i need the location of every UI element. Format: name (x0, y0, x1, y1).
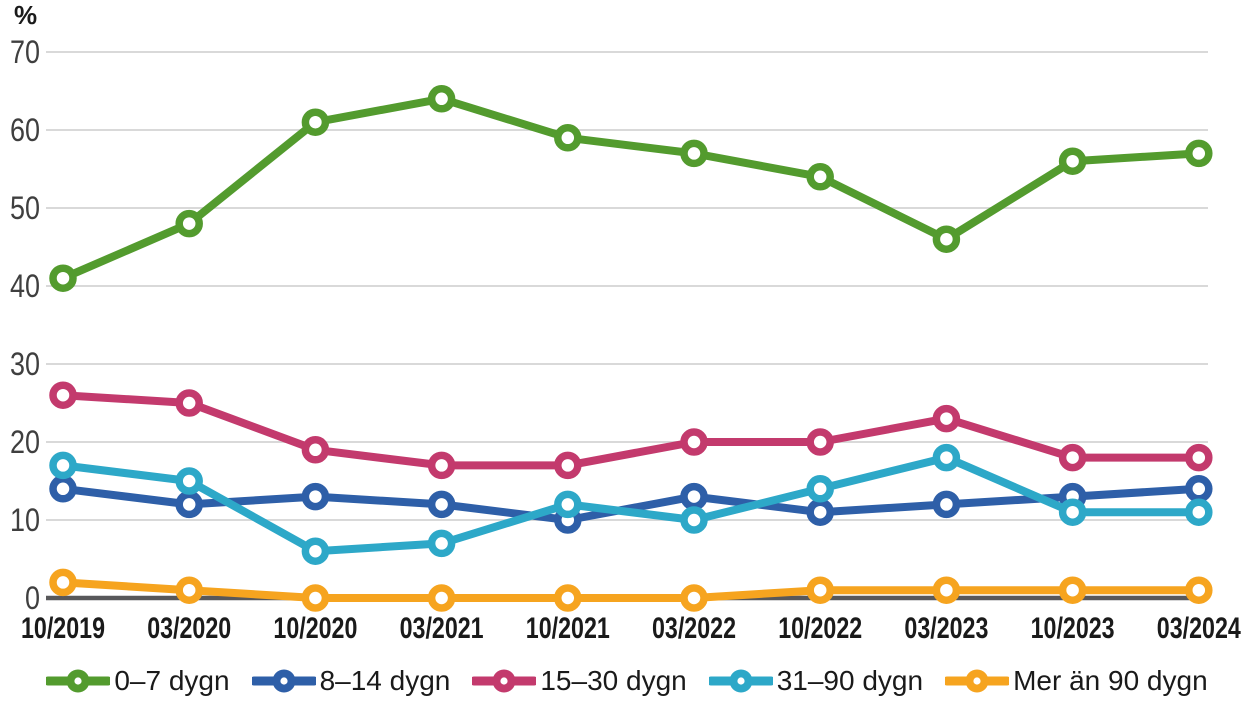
data-point (1058, 498, 1087, 526)
y-tick-label: 60 (10, 112, 40, 148)
data-point (680, 506, 708, 534)
data-point (554, 124, 582, 152)
data-point (932, 443, 961, 472)
legend-label: Mer än 90 dygn (1013, 665, 1208, 696)
data-point (806, 498, 834, 526)
x-axis-label: 10/2022 (778, 612, 862, 645)
data-point (932, 490, 961, 519)
x-axis-label: 03/2024 (1157, 612, 1241, 645)
data-point (49, 381, 77, 409)
data-point (301, 537, 330, 565)
data-point (427, 529, 456, 558)
data-point (554, 451, 582, 480)
data-point (301, 584, 330, 612)
data-point (301, 108, 330, 136)
legend-marker-icon (251, 669, 316, 693)
legend-dot-center (500, 677, 508, 685)
y-tick-label: 10 (10, 502, 40, 538)
y-tick-label: 0 (25, 580, 40, 616)
data-point (806, 428, 834, 456)
legend-label: 31–90 dygn (776, 665, 924, 696)
legend-item-2: 15–30 dygn (472, 665, 687, 697)
x-axis-label: 03/2021 (400, 612, 484, 645)
chart-legend: 0–7 dygn 8–14 dygn 15–30 dygn 31–90 dygn Mer… (0, 650, 1254, 712)
data-point (1185, 443, 1213, 472)
x-axis-label: 03/2020 (147, 612, 231, 645)
legend-item-3: 31–90 dygn (708, 665, 924, 697)
data-point (427, 451, 456, 480)
data-point (427, 85, 456, 113)
legend-marker-icon (945, 669, 1010, 693)
legend-dot-center (74, 677, 82, 685)
y-tick-label: 30 (10, 346, 40, 382)
x-axis-label: 10/2020 (273, 612, 357, 645)
data-point (49, 475, 77, 503)
data-point (175, 467, 203, 495)
data-point (1058, 443, 1087, 472)
legend-label: 15–30 dygn (540, 665, 687, 696)
y-tick-label: 20 (10, 424, 40, 460)
legend-marker-icon (708, 669, 773, 693)
y-axis-unit-label: % (14, 0, 37, 30)
legend-item-0: 0–7 dygn (46, 665, 230, 697)
data-point (932, 404, 961, 433)
x-axis-label: 10/2023 (1031, 612, 1115, 645)
legend-dot-center (973, 677, 981, 685)
data-point (1185, 576, 1213, 604)
series-line-2 (59, 391, 1203, 470)
line-chart-svg: 0 10 20 30 40 50 60 70 10/2019 03/2020 10/2020 03/2… (10, 34, 1241, 645)
data-point (175, 389, 203, 417)
data-point (806, 576, 834, 604)
legend-label: 0–7 dygn (114, 665, 230, 696)
legend-marker-icon (472, 669, 537, 693)
data-point (1058, 147, 1087, 175)
data-point (1185, 139, 1213, 168)
y-tick-label: 50 (10, 190, 40, 226)
legend-dot-center (737, 677, 745, 685)
data-point (554, 490, 582, 519)
series-line-4 (59, 578, 1203, 602)
x-axis-label: 10/2021 (526, 612, 610, 645)
y-tick-label: 40 (10, 268, 40, 304)
data-point (49, 568, 77, 597)
data-point (554, 584, 582, 612)
data-point (49, 264, 77, 292)
series-line-3 (59, 453, 1203, 556)
data-point (932, 225, 961, 253)
data-point (301, 482, 330, 511)
data-point (427, 490, 456, 519)
data-point (49, 451, 77, 480)
data-point (301, 436, 330, 464)
data-point (680, 584, 708, 612)
x-axis-label: 10/2019 (21, 612, 105, 645)
legend-marker-icon (46, 669, 111, 693)
data-point (932, 576, 961, 604)
data-point (175, 209, 203, 238)
data-point (806, 163, 834, 191)
y-tick-label: 70 (10, 34, 40, 70)
data-point (1058, 576, 1087, 604)
data-point (680, 428, 708, 456)
x-axis-label: 03/2022 (652, 612, 736, 645)
data-point (1185, 498, 1213, 526)
legend-item-4: Mer än 90 dygn (945, 665, 1208, 697)
x-axis-label: 03/2023 (904, 612, 988, 645)
data-point (680, 139, 708, 168)
data-point (1185, 475, 1213, 503)
data-point (680, 482, 708, 511)
series-line-0 (59, 94, 1203, 283)
data-point (806, 475, 834, 503)
legend-item-1: 8–14 dygn (251, 665, 451, 697)
legend-dot-center (279, 677, 288, 685)
data-point (427, 584, 456, 612)
data-point (175, 490, 203, 519)
legend-label: 8–14 dygn (319, 665, 451, 696)
data-point (175, 576, 203, 604)
